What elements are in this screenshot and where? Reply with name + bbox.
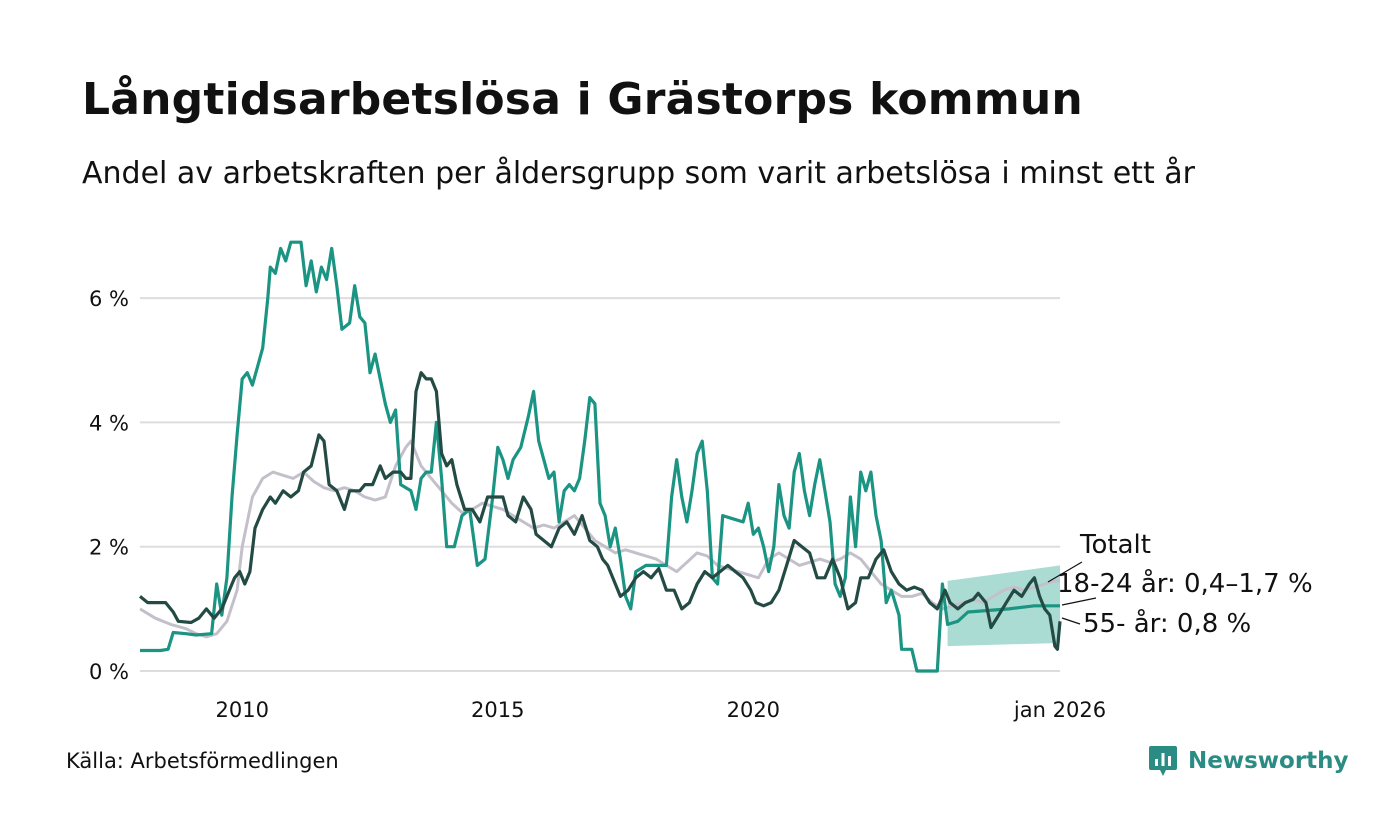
series-end-leader xyxy=(1061,597,1097,606)
x-tick-label: 2010 xyxy=(215,698,268,722)
series-end-leader xyxy=(1061,617,1081,625)
series-end-leader xyxy=(1047,561,1083,583)
y-tick-label: 2 % xyxy=(89,536,129,560)
page-subtitle: Andel av arbetskraften per åldersgrupp s… xyxy=(82,156,1195,191)
series-end-label: 55- år: 0,8 % xyxy=(1083,608,1251,639)
brand-name: Newsworthy xyxy=(1188,748,1349,774)
series-end-label: 18-24 år: 0,4–1,7 % xyxy=(1057,568,1313,599)
y-tick-label: 0 % xyxy=(89,660,129,684)
series-line-18-24-r xyxy=(140,240,1060,673)
brand-logo: Newsworthy xyxy=(1148,744,1349,778)
x-tick-label: 2015 xyxy=(471,698,524,722)
x-tick-label: jan 2026 xyxy=(1013,698,1106,722)
series-layer xyxy=(138,240,1062,673)
page-title: Långtidsarbetslösa i Grästorps kommun xyxy=(82,74,1083,125)
grid-layer: 0 % 2 % 4 % 6 % 2010 2015 2020 jan 2026 xyxy=(89,287,1106,722)
source-note: Källa: Arbetsförmedlingen xyxy=(66,749,339,773)
label-layer: Totalt 18-24 år: 0,4–1,7 % 55- år: 0,8 % xyxy=(1047,530,1313,639)
series-line-55-r xyxy=(138,371,1062,651)
series-line-totalt xyxy=(139,439,1060,639)
y-tick-label: 4 % xyxy=(89,411,129,435)
series-end-label: Totalt xyxy=(1079,530,1151,560)
x-tick-label: 2020 xyxy=(727,698,780,722)
newsworthy-logo-icon xyxy=(1149,746,1177,776)
y-tick-label: 6 % xyxy=(89,287,129,311)
